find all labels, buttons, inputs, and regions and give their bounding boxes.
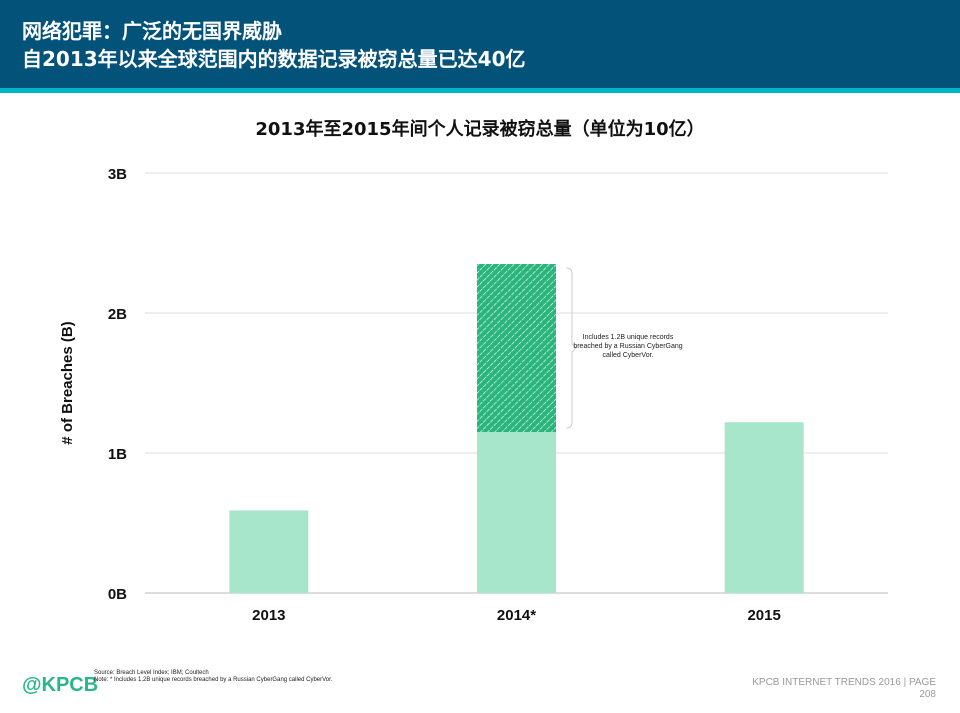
- bar-segment-hatched: [477, 264, 556, 432]
- title-line-1: 网络犯罪：广泛的无国界威胁: [22, 19, 282, 43]
- x-tick-label: 2015: [747, 607, 780, 624]
- x-tick-label: 2013: [252, 607, 285, 624]
- bar: [724, 422, 804, 593]
- accent-stripe: [0, 88, 960, 93]
- chart-title: 2013年至2015年间个人记录被窃总量（单位为10亿）: [255, 119, 705, 140]
- page-info: KPCB INTERNET TRENDS 2016 | PAGE 208: [752, 677, 936, 701]
- title-line-2: 自2013年以来全球范围内的数据记录被窃总量已达40亿: [22, 47, 526, 71]
- annotation-note: Includes 1.2B unique records breached by…: [573, 334, 683, 359]
- page-label: KPCB INTERNET TRENDS 2016 | PAGE: [752, 677, 936, 688]
- y-tick-label: 2B: [108, 306, 127, 323]
- x-tick-label: 2014*: [497, 607, 536, 624]
- brace: [565, 267, 577, 429]
- source-text: Source: Breach Level Index; IBM; Coultec…: [94, 670, 209, 676]
- bar: [477, 432, 556, 593]
- footnote-text: Note: * Includes 1.2B unique records bre…: [94, 677, 333, 683]
- bar: [229, 510, 309, 593]
- y-tick-label: 0B: [108, 586, 127, 603]
- header-bar: 网络犯罪：广泛的无国界威胁 自2013年以来全球范围内的数据记录被窃总量已达40…: [0, 0, 960, 88]
- y-axis-label: # of Breaches (B): [59, 321, 76, 444]
- page-number: 208: [919, 689, 936, 700]
- y-tick-label: 1B: [108, 446, 127, 463]
- y-tick-label: 3B: [108, 166, 127, 183]
- kpcb-logo: @KPCB: [22, 674, 99, 696]
- source-note: Source: Breach Level Index; IBM; Coultec…: [94, 670, 332, 684]
